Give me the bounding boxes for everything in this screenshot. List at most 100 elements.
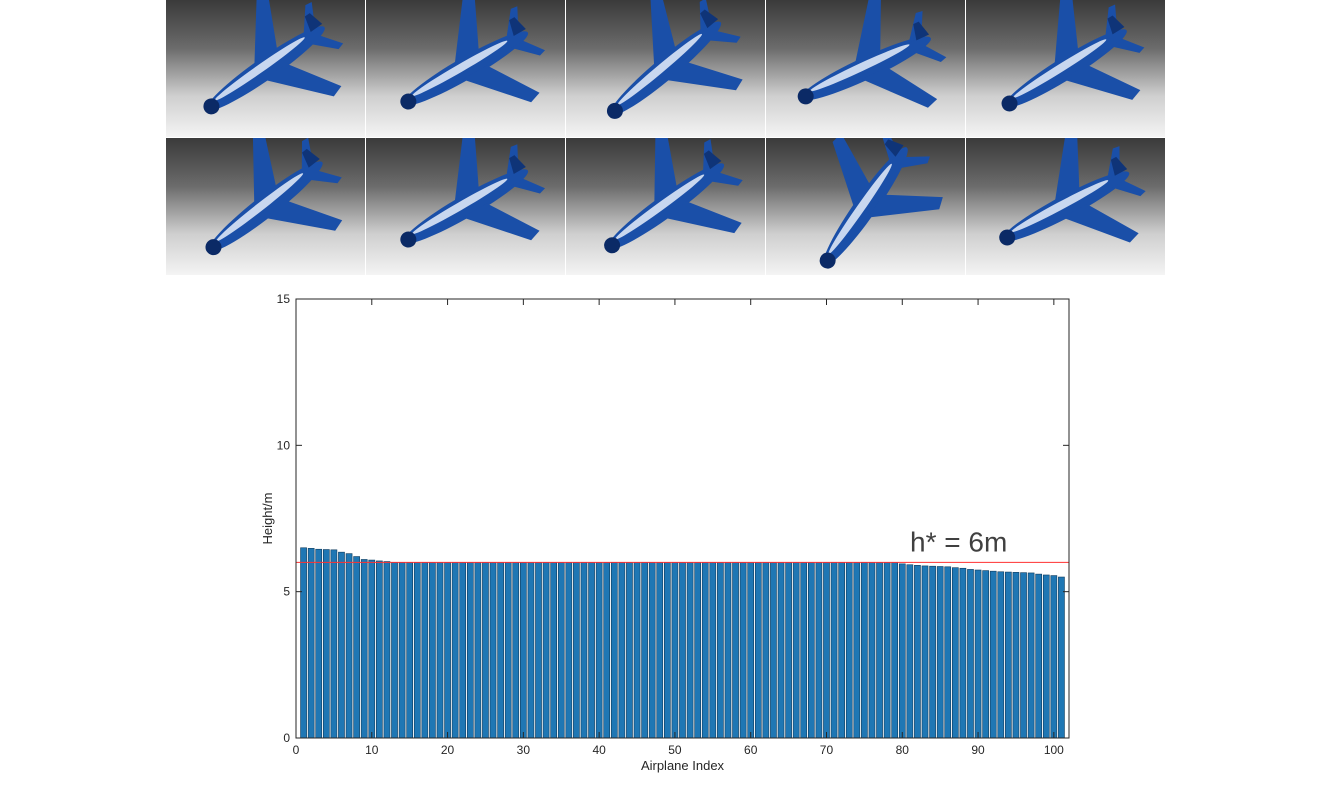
bar [315,548,323,739]
bar [807,562,815,739]
bar [641,562,648,739]
bar [451,562,459,739]
bar [762,562,770,739]
y-axis-label: Height/m [260,492,275,544]
airplane-model-icon [400,138,546,248]
bar [482,562,489,739]
bar [777,562,785,739]
bar [785,562,792,739]
bar [580,562,588,739]
airplane-thumbnail [766,0,965,137]
bar [974,569,982,739]
bar [459,562,467,739]
x-tick-label: 40 [592,743,606,757]
bar [701,562,709,739]
bar [573,562,580,739]
bar [520,562,527,739]
bar [906,564,914,739]
bar [1050,575,1058,739]
bar [550,562,558,739]
bar [368,559,376,739]
bar [322,549,330,739]
bar [951,567,959,739]
bar [770,562,777,739]
bar [792,562,800,739]
bar [914,565,921,739]
bar [383,561,391,739]
bar [345,553,353,739]
bar [1005,571,1012,739]
bar [307,548,315,739]
bar [588,562,595,739]
bar [542,562,550,739]
bar [353,556,360,739]
bar [936,566,944,739]
y-tick-label: 10 [277,438,291,452]
bar [664,562,671,739]
bar [739,562,747,739]
airplane-model-icon [797,0,947,108]
airplane-thumbnail [966,0,1165,137]
bar [489,562,497,739]
bar [671,562,679,739]
airplane-thumbnail [166,0,365,137]
airplane-thumbnail [366,138,565,275]
bar [557,562,565,739]
bar [413,562,421,739]
bar [997,571,1005,739]
bar [967,569,974,739]
bar [853,562,861,739]
bar [595,562,603,739]
bar [929,565,936,739]
bar [709,562,717,739]
airplane-model-icon [1001,0,1145,112]
airplane-thumbnail [366,0,565,137]
airplane-thumbnail [766,138,965,275]
bar [610,562,618,739]
airplane-thumbnail [566,0,765,137]
bar [1035,573,1043,739]
airplane-thumbnail [966,138,1165,275]
bar [754,562,762,739]
bar [466,562,474,739]
bar [1012,572,1020,739]
bar [717,562,724,739]
bar [838,562,845,739]
bar [1042,574,1050,739]
bar [861,562,868,739]
bar [944,566,952,739]
bar [891,562,899,739]
x-tick-label: 20 [441,743,455,757]
x-axis-label: Airplane Index [641,758,725,773]
bar [330,549,338,739]
airplane-thumbnail [166,138,365,275]
bar [694,562,701,739]
bar [626,562,633,739]
x-tick-label: 90 [971,743,985,757]
airplane-model-icon [604,138,743,254]
x-tick-label: 100 [1044,743,1064,757]
airplane-thumbnail-grid [166,0,1165,276]
bar [845,562,853,739]
bar [679,562,686,739]
y-tick-label: 0 [283,731,290,745]
bar [421,562,429,739]
bar [1058,576,1065,739]
bar [391,562,398,739]
bar [648,562,656,739]
y-axis-ticks: 0 5 10 15 [277,292,1069,745]
bar [429,562,436,739]
airplane-model-icon [606,0,743,119]
bar [823,562,830,739]
bar [603,562,611,739]
x-tick-label: 70 [820,743,834,757]
y-tick-label: 15 [277,292,291,306]
bar [815,562,823,739]
bar [360,559,368,739]
bar [527,562,535,739]
bar [300,547,307,739]
bar [686,562,694,739]
bar [989,570,997,739]
airplane-thumbnail [566,138,765,275]
